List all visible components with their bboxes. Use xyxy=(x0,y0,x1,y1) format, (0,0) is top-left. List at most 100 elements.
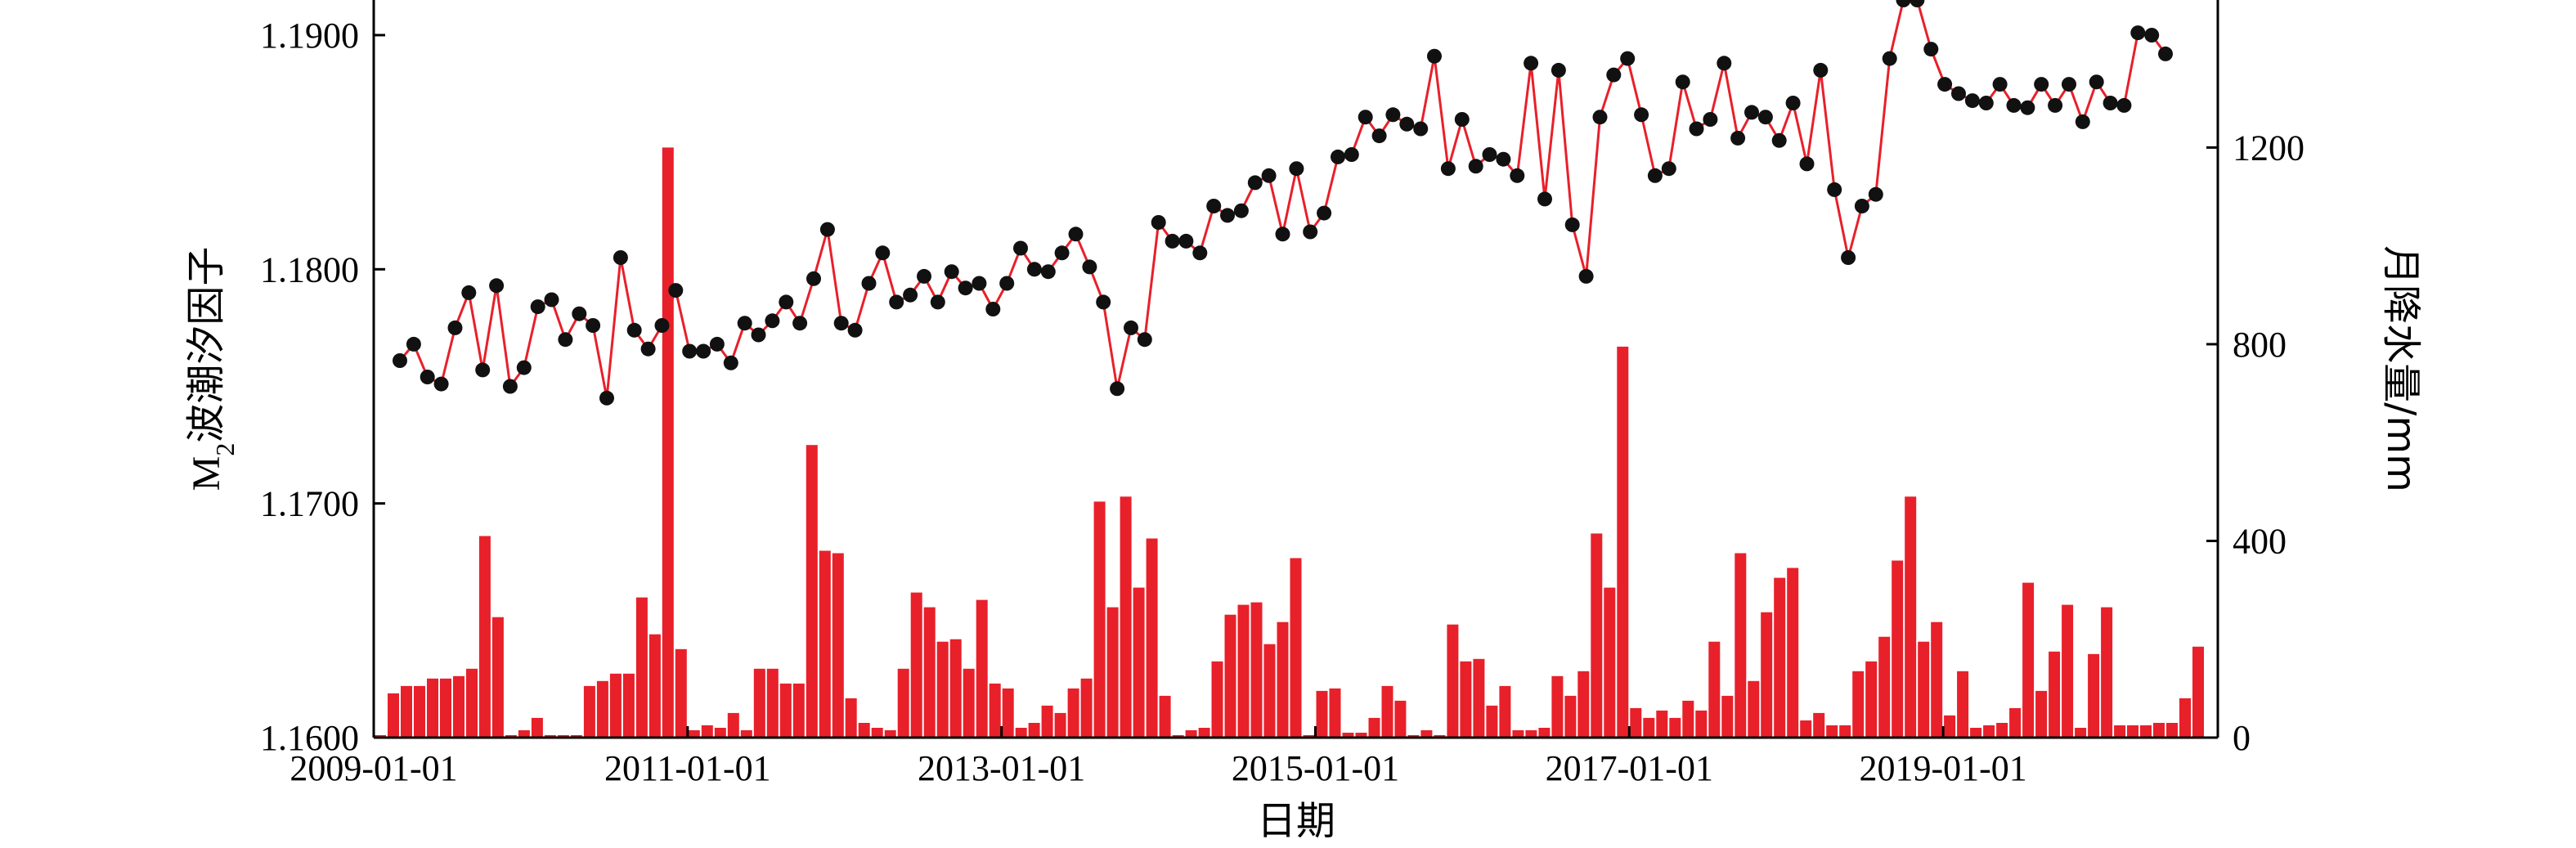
tidal-factor-point xyxy=(2130,25,2146,41)
precip-bar xyxy=(1263,644,1276,738)
precip-bar xyxy=(2153,723,2165,738)
precip-bar xyxy=(1970,728,1982,738)
tidal-factor-point xyxy=(806,271,821,286)
tidal-factor-point xyxy=(917,268,931,284)
tidal-factor-point xyxy=(985,302,1001,316)
precip-bar xyxy=(2192,646,2204,738)
tidal-factor-point xyxy=(461,285,477,300)
precip-bar xyxy=(714,728,726,738)
tidal-factor-point xyxy=(1744,105,1759,120)
tidal-factor-point xyxy=(1647,168,1663,183)
tidal-factor-point xyxy=(972,276,987,291)
precip-bar xyxy=(1120,496,1132,738)
precip-bar xyxy=(648,634,661,738)
tidal-factor-point xyxy=(1785,96,1801,110)
precip-bar xyxy=(491,617,504,738)
tidal-factor-point xyxy=(1371,128,1387,144)
precip-bar xyxy=(401,685,412,738)
tidal-factor-point xyxy=(1703,112,1718,127)
tidal-factor-point xyxy=(1151,215,1166,230)
precip-bar xyxy=(753,668,765,738)
precip-bar xyxy=(949,639,962,738)
tidal-factor-point xyxy=(1068,227,1084,242)
precip-bar xyxy=(1748,680,1760,738)
precip-bar xyxy=(1604,587,1616,738)
tidal-factor-point xyxy=(2089,74,2104,90)
tidal-factor-point xyxy=(516,360,532,375)
tidal-factor-point xyxy=(1978,96,1994,110)
right-y-ticks: 0 400 800 1200 xyxy=(2206,128,2304,758)
precip-bar xyxy=(1198,728,1210,738)
tidal-factor-point xyxy=(1620,51,1636,66)
precip-bar xyxy=(1695,710,1708,738)
precip-bar xyxy=(858,723,870,738)
precip-bar xyxy=(910,592,922,738)
tidal-factor-point xyxy=(1964,93,1980,109)
tidal-factor-point xyxy=(1413,121,1429,137)
precip-bar xyxy=(609,673,622,738)
precip-bar xyxy=(1146,538,1158,738)
precip-bar xyxy=(1211,661,1223,738)
tidal-factor-point xyxy=(1771,132,1787,148)
precip-bar xyxy=(1617,346,1629,738)
right-y-tick-label: 400 xyxy=(2233,521,2287,561)
precip-bar xyxy=(1551,675,1564,738)
precip-bar xyxy=(2062,604,2074,738)
tidal-factor-point xyxy=(1757,110,1773,125)
tidal-factor-point xyxy=(1454,112,1470,127)
x-ticks: 2009-01-01 2011-01-01 2013-01-01 2015-01-01… xyxy=(289,726,2027,788)
precip-bar xyxy=(923,607,936,738)
tidal-factor-point xyxy=(654,318,670,333)
precip-bar xyxy=(1355,733,1367,738)
precip-bar xyxy=(727,712,739,738)
precip-bar xyxy=(2166,723,2178,738)
x-tick-label: 2015-01-01 xyxy=(1232,748,1399,788)
precip-bar xyxy=(1905,496,1917,738)
tidal-factor-point xyxy=(1124,320,1138,335)
tidal-factor-point xyxy=(2020,100,2035,115)
precip-bar xyxy=(766,668,779,738)
precip-bar xyxy=(2088,653,2100,738)
precip-bar xyxy=(635,597,648,738)
precip-bar xyxy=(2049,651,2061,738)
tidal-factor-point xyxy=(1137,332,1152,348)
tidal-factor-point xyxy=(2103,96,2118,110)
precip-bar xyxy=(884,730,896,738)
tidal-factor-point xyxy=(847,322,863,338)
precip-bar xyxy=(1250,602,1263,738)
precip-bar xyxy=(1185,730,1197,738)
precip-bar xyxy=(1460,661,1472,738)
tidal-factor-point xyxy=(1082,259,1097,275)
precip-bar xyxy=(1957,671,1969,738)
precip-bar xyxy=(1277,621,1289,738)
tidal-factor-point xyxy=(1578,268,1594,284)
tidal-factor-point xyxy=(1937,77,1953,92)
tidal-factor-point xyxy=(586,318,601,333)
precip-bar xyxy=(832,553,844,738)
right-y-tick-label: 1200 xyxy=(2233,128,2304,168)
precip-bar xyxy=(1643,717,1655,738)
precip-bar xyxy=(1159,695,1171,738)
precip-bar xyxy=(2075,728,2087,738)
x-tick-label: 2019-01-01 xyxy=(1859,748,2026,788)
precip-bar xyxy=(1080,678,1093,738)
tidal-factor-point xyxy=(1468,159,1483,174)
precip-bar xyxy=(1420,730,1433,738)
tidal-factor-point xyxy=(558,332,573,348)
tidal-factor-point xyxy=(489,278,505,294)
tidal-factor-point xyxy=(1427,48,1442,64)
right-y-axis-title: 月降水量/mm xyxy=(2378,245,2424,492)
precip-bar xyxy=(675,648,687,738)
precip-bar xyxy=(871,728,883,738)
precip-bar xyxy=(1028,723,1040,738)
precip-bar xyxy=(2179,698,2191,738)
tidal-factor-point xyxy=(1923,42,1939,57)
tidal-factor-point xyxy=(1896,0,1911,7)
tidal-factor-point xyxy=(1882,51,1897,66)
precip-bar xyxy=(1512,730,1524,738)
tidal-factor-point xyxy=(420,370,435,384)
precip-bar xyxy=(2009,707,2022,738)
tidal-factor-point xyxy=(1317,205,1332,221)
tidal-factor-point xyxy=(819,222,835,237)
